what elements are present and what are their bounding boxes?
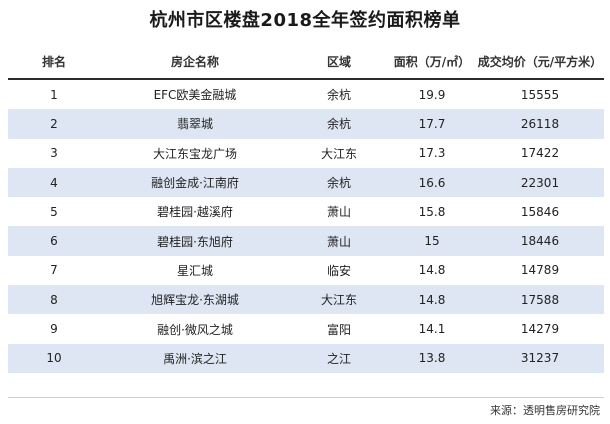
cell-area: 19.9 — [418, 87, 446, 102]
table-row: 1 EFC欧美金融城 余杭 19.9 15555 — [8, 80, 604, 109]
cell-name: 碧桂园·东旭府 — [157, 234, 233, 249]
cell-area: 15.8 — [418, 204, 446, 219]
cell-name: 大江东宝龙广场 — [152, 146, 237, 161]
cell-price: 15846 — [520, 204, 560, 219]
cell-region: 余杭 — [326, 88, 351, 103]
cell-name: 旭辉宝龙·东湖城 — [151, 293, 239, 308]
table-row: 4 融创金成·江南府 余杭 16.6 22301 — [8, 167, 604, 198]
table-row: 10 禹洲·滨之江 之江 13.8 31237 — [8, 343, 604, 373]
table-row: 3 大江东宝龙广场 大江东 17.3 17422 — [8, 139, 604, 168]
cell-rank: 8 — [50, 292, 58, 307]
cell-name: 融创金成·江南府 — [151, 176, 239, 191]
table-row: 6 碧桂园·东旭府 萧山 15 18446 — [8, 226, 604, 256]
cell-price: 26118 — [520, 116, 560, 131]
cell-name: 翡翠城 — [176, 117, 213, 132]
cell-name: 禹洲·滨之江 — [163, 351, 227, 366]
cell-region: 富阳 — [326, 322, 351, 337]
cell-price: 14789 — [520, 263, 560, 278]
cell-area: 17.7 — [418, 116, 446, 131]
cell-rank: 10 — [46, 351, 62, 366]
cell-area: 15 — [424, 234, 440, 249]
cell-area: 14.1 — [418, 322, 446, 337]
cell-area: 14.8 — [418, 263, 446, 278]
table-row: 5 碧桂园·越溪府 萧山 15.8 15846 — [8, 197, 604, 226]
cell-rank: 9 — [50, 322, 58, 337]
cell-region: 余杭 — [326, 176, 351, 191]
cell-region: 大江东 — [320, 293, 357, 308]
cell-rank: 1 — [50, 87, 58, 102]
cell-area: 14.8 — [418, 292, 446, 307]
page-title: 杭州市区楼盘2018全年签约面积榜单 — [149, 10, 461, 31]
cell-price: 31237 — [520, 351, 560, 366]
header-area: 面积（万/㎡） — [393, 54, 471, 69]
cell-region: 大江东 — [320, 146, 357, 161]
header-name: 房企名称 — [170, 54, 219, 69]
cell-rank: 6 — [50, 234, 58, 249]
cell-area: 17.3 — [418, 146, 446, 161]
cell-rank: 7 — [50, 263, 58, 278]
cell-rank: 5 — [50, 204, 58, 219]
cell-price: 15555 — [520, 87, 560, 102]
table-row: 9 融创·微风之城 富阳 14.1 14279 — [8, 314, 604, 343]
cell-price: 17422 — [520, 146, 560, 161]
cell-name: 碧桂园·越溪府 — [157, 205, 233, 220]
table-row: 8 旭辉宝龙·东湖城 大江东 14.8 17588 — [8, 285, 604, 315]
cell-price: 18446 — [520, 234, 560, 249]
header-rank: 排名 — [41, 54, 66, 69]
cell-price: 22301 — [520, 175, 560, 190]
cell-price: 17588 — [520, 292, 560, 307]
ranking-table: 排名 房企名称 区域 面积（万/㎡） 成交均价（元/平方米） 1 EFC欧美金融… — [8, 44, 604, 373]
cell-region: 临安 — [326, 263, 351, 278]
cell-price: 14279 — [520, 322, 560, 337]
cell-rank: 3 — [50, 146, 58, 161]
cell-name: EFC欧美金融城 — [153, 88, 237, 103]
cell-name: 融创·微风之城 — [157, 322, 233, 337]
header-price: 成交均价（元/平方米） — [477, 54, 603, 69]
cell-region: 萧山 — [326, 205, 351, 220]
table-bottom-rule — [8, 397, 604, 398]
cell-region: 余杭 — [326, 117, 351, 132]
cell-area: 13.8 — [418, 351, 446, 366]
cell-rank: 4 — [50, 175, 58, 190]
source-note: 来源：透明售房研究院 — [490, 404, 600, 417]
header-region: 区域 — [326, 54, 351, 69]
cell-region: 萧山 — [326, 234, 351, 249]
table-header-row: 排名 房企名称 区域 面积（万/㎡） 成交均价（元/平方米） — [8, 44, 604, 80]
cell-name: 星汇城 — [176, 263, 213, 278]
table-row: 7 星汇城 临安 14.8 14789 — [8, 256, 604, 285]
cell-area: 16.6 — [418, 175, 446, 190]
table-row: 2 翡翠城 余杭 17.7 26118 — [8, 109, 604, 139]
cell-region: 之江 — [326, 351, 351, 366]
cell-rank: 2 — [50, 116, 58, 131]
